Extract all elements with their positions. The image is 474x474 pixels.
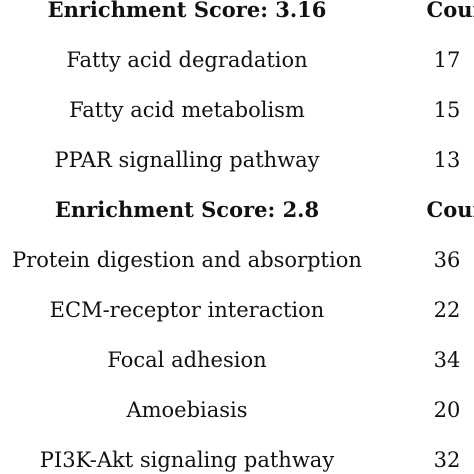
group-header: Enrichment Score: 3.16 (47, 0, 327, 22)
count-header: Count (426, 0, 474, 22)
pathway-term: ECM-receptor interaction (49, 298, 325, 322)
pathway-term: Fatty acid metabolism (69, 98, 305, 122)
gene-count: 32 (433, 448, 461, 472)
pathway-term: PPAR signalling pathway (54, 148, 320, 172)
pathway-term: Focal adhesion (107, 348, 267, 372)
gene-count: 22 (433, 298, 461, 322)
gene-count: 34 (433, 348, 461, 372)
pathway-term: Fatty acid degradation (66, 48, 308, 72)
gene-count: 20 (433, 398, 461, 422)
pathway-term: Amoebiasis (126, 398, 248, 422)
count-header: Count (426, 197, 474, 222)
gene-count: 15 (433, 98, 461, 122)
gene-count: 17 (433, 48, 461, 72)
pathway-term: PI3K-Akt signaling pathway (39, 448, 335, 472)
gene-count: 36 (433, 248, 461, 272)
group-header: Enrichment Score: 2.8 (54, 197, 320, 222)
pathway-term: Protein digestion and absorption (12, 248, 362, 272)
gene-count: 13 (433, 148, 461, 172)
